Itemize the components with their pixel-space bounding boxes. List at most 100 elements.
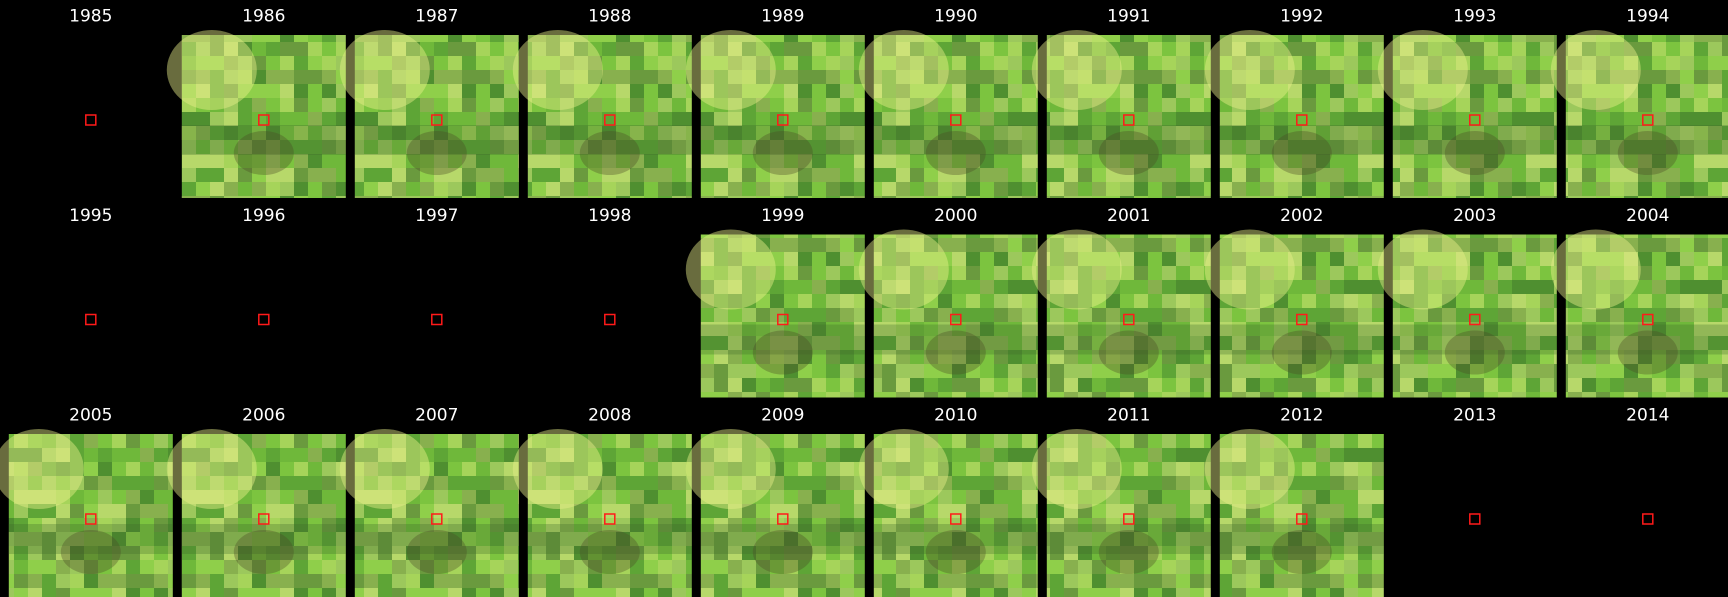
year-label: 2013	[1453, 406, 1496, 426]
chip-base	[873, 234, 1038, 398]
target-marker	[1469, 513, 1481, 525]
target-marker	[85, 114, 97, 126]
dark-band	[700, 524, 865, 554]
dark-band	[1565, 324, 1728, 355]
image-chip	[1204, 429, 1384, 597]
target-marker	[950, 313, 962, 326]
dark-patch	[925, 131, 986, 175]
chip-base	[873, 35, 1038, 198]
target-marker	[1642, 313, 1654, 326]
dark-band	[527, 125, 692, 155]
image-chip	[685, 229, 865, 398]
dark-band	[873, 524, 1038, 554]
bright-area	[685, 229, 776, 310]
dark-patch	[233, 530, 294, 574]
image-chip	[339, 429, 519, 597]
bright-area	[512, 30, 603, 110]
dark-band	[1046, 324, 1211, 355]
image-chip	[858, 229, 1038, 398]
dark-patch	[1098, 131, 1159, 175]
chip-base	[1046, 35, 1211, 198]
bright-area	[685, 30, 776, 110]
target-marker	[258, 313, 270, 326]
chip-base	[527, 35, 692, 198]
image-chip	[1204, 30, 1384, 198]
dark-band	[873, 324, 1038, 355]
dark-patch	[752, 131, 813, 175]
target-marker	[1123, 313, 1135, 326]
bright-area	[166, 30, 257, 110]
dark-patch	[579, 131, 640, 175]
year-label: 1987	[415, 7, 458, 27]
dark-band	[354, 524, 519, 554]
dark-band	[1565, 125, 1728, 155]
bright-area	[339, 30, 430, 110]
year-label: 1998	[588, 206, 631, 226]
target-marker	[85, 513, 97, 525]
year-label: 1991	[1107, 7, 1150, 27]
chip-base	[1219, 234, 1384, 398]
image-chip	[858, 30, 1038, 198]
dark-patch	[1271, 131, 1332, 175]
image-chip	[1031, 229, 1211, 398]
image-chip	[512, 429, 692, 597]
bright-area	[0, 429, 84, 509]
chip-base	[181, 434, 346, 597]
dark-band	[873, 125, 1038, 155]
year-label: 1999	[761, 206, 804, 226]
bright-area	[858, 429, 949, 509]
year-label: 2006	[242, 406, 285, 426]
dark-patch	[925, 330, 986, 375]
target-marker	[950, 513, 962, 525]
dark-patch	[406, 131, 467, 175]
image-chip	[1031, 429, 1211, 597]
image-chip	[685, 429, 865, 597]
bright-area	[1031, 30, 1122, 110]
dark-patch	[1444, 330, 1505, 375]
bright-area	[1377, 30, 1468, 110]
year-label: 1986	[242, 7, 285, 27]
chip-base	[1392, 35, 1557, 198]
year-label: 1997	[415, 206, 458, 226]
bright-area	[1550, 229, 1641, 310]
dark-band	[181, 524, 346, 554]
year-label: 1989	[761, 7, 804, 27]
target-marker	[431, 513, 443, 525]
year-label: 2001	[1107, 206, 1150, 226]
target-marker	[258, 114, 270, 126]
chip-base	[1565, 234, 1728, 398]
dark-band	[1219, 524, 1384, 554]
bright-area	[1204, 429, 1295, 509]
year-label: 1995	[69, 206, 112, 226]
chip-base	[700, 35, 865, 198]
dark-patch	[1098, 530, 1159, 574]
year-label: 2011	[1107, 406, 1150, 426]
bright-area	[858, 30, 949, 110]
dark-patch	[925, 530, 986, 574]
bright-area	[858, 229, 949, 310]
image-chip	[339, 30, 519, 198]
target-marker	[1296, 114, 1308, 126]
year-label: 2005	[69, 406, 112, 426]
year-label: 1993	[1453, 7, 1496, 27]
year-label: 2004	[1626, 206, 1669, 226]
target-marker	[431, 114, 443, 126]
dark-patch	[406, 530, 467, 574]
dark-band	[8, 524, 173, 554]
year-label: 1990	[934, 7, 977, 27]
target-marker	[1642, 513, 1654, 525]
chip-base	[1392, 234, 1557, 398]
dark-band	[1392, 125, 1557, 155]
dark-patch	[752, 330, 813, 375]
year-label: 1985	[69, 7, 112, 27]
dark-band	[1392, 324, 1557, 355]
year-label: 2012	[1280, 406, 1323, 426]
year-label: 2008	[588, 406, 631, 426]
chip-base	[527, 434, 692, 597]
image-chip	[1204, 229, 1384, 398]
image-chip	[1031, 30, 1211, 198]
target-marker	[604, 114, 616, 126]
chip-base	[354, 434, 519, 597]
year-label: 1994	[1626, 7, 1669, 27]
